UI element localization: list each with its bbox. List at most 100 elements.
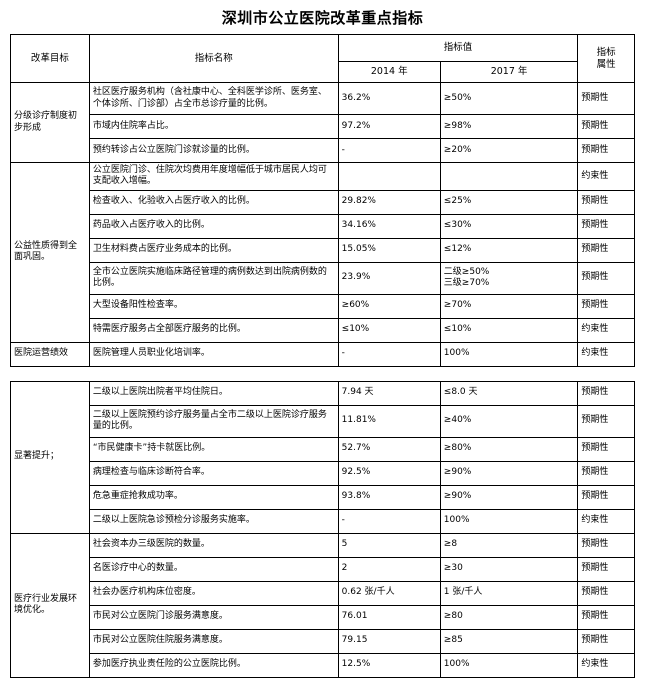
row-indicator-name: 二级以上医院急诊预检分诊服务实施率。: [88, 508, 339, 534]
row-indicator-name: 特需医疗服务占全部医疗服务的比例。: [88, 317, 339, 343]
indicator-table-part-1: 改革目标 指标名称 指标值 指标 属性 2014 年 2017 年 分级诊疗制度…: [10, 34, 635, 367]
table-row: 市域内住院率占比。 97.2% ≥98% 预期性: [11, 114, 635, 139]
row-attribute: 预期性: [577, 580, 635, 606]
table-subheader-row: 2014 年 2017 年: [11, 61, 635, 83]
table-row: 分级诊疗制度初步形成 社区医疗服务机构（含社康中心、全科医学诊所、医务室、个体诊…: [10, 82, 635, 163]
row-indicator-name: 社区医疗服务机构（含社康中心、全科医学诊所、医务室、个体诊所、门诊部）占全市总诊…: [88, 82, 339, 115]
row-attribute: 预期性: [577, 237, 635, 263]
table-row: 病理检查与临床诊断符合率。 92.5% ≥90% 预期性: [11, 460, 635, 486]
table-row: 检查收入、化验收入占医疗收入的比例。 29.82% ≤25% 预期性: [11, 189, 635, 215]
row-value-2014: 15.05%: [337, 237, 441, 263]
row-value-2017: 100%: [439, 341, 579, 367]
row-value-2017: ≤8.0 天: [439, 380, 579, 406]
row-value-2017: 二级≥50% 三级≥70%: [439, 261, 579, 295]
row-indicator-name: 大型设备阳性检查率。: [88, 293, 339, 319]
row-value-2014: ≥60%: [337, 293, 441, 319]
row-value-2014: -: [337, 341, 441, 367]
row-value-2017: ≥8: [439, 532, 579, 558]
table-row: 名医诊疗中心的数量。 2 ≥30 预期性: [11, 556, 635, 582]
header-year-2014: 2014 年: [337, 61, 441, 83]
row-value-2017: ≥90%: [439, 460, 579, 486]
row-value-2014: 7.94 天: [337, 380, 441, 406]
row-value-2014: -: [337, 138, 441, 163]
row-value-2017: 100%: [439, 652, 579, 678]
table-header-row: 改革目标 指标名称 指标值 指标 属性: [10, 34, 635, 83]
row-indicator-name: 社会资本办三级医院的数量。: [88, 532, 339, 558]
table-row: 医院运营绩效 医院管理人员职业化培训率。 - 100% 约束性: [10, 341, 635, 367]
row-attribute: 预期性: [577, 293, 635, 319]
row-attribute: 预期性: [577, 213, 635, 239]
row-value-2014: 34.16%: [337, 213, 441, 239]
row-value-2014: 5: [337, 532, 441, 558]
row-attribute: 预期性: [577, 604, 635, 630]
table-row: 二级以上医院预约诊疗服务量占全市二级以上医院诊疗服务量的比例。 11.81% ≥…: [11, 404, 635, 438]
row-value-2014: 12.5%: [337, 652, 441, 678]
row-value-2014: [337, 162, 441, 191]
row-attribute: 预期性: [577, 261, 635, 295]
row-value-2014: 79.15: [337, 628, 441, 654]
table-row: 显著提升； 二级以上医院出院者平均住院日。 7.94 天 ≤8.0 天 预期性: [10, 380, 635, 534]
page-title: 深圳市公立医院改革重点指标: [221, 9, 424, 27]
table-row: 大型设备阳性检查率。 ≥60% ≥70% 预期性: [11, 293, 635, 319]
row-attribute: 约束性: [577, 341, 635, 367]
table-row: 二级以上医院急诊预检分诊服务实施率。 - 100% 约束性: [11, 508, 635, 534]
row-indicator-name: 市民对公立医院住院服务满意度。: [88, 628, 339, 654]
row-value-2014: 2: [337, 556, 441, 582]
row-value-2014: 11.81%: [337, 404, 441, 438]
row-value-2017: ≥98%: [439, 114, 579, 139]
row-indicator-name: 二级以上医院预约诊疗服务量占全市二级以上医院诊疗服务量的比例。: [88, 404, 339, 438]
row-value-2014: 23.9%: [337, 261, 441, 295]
header-attribute-line2: 属性: [596, 58, 616, 70]
row-value-2014: -: [337, 508, 441, 534]
row-value-2017: ≥40%: [439, 404, 579, 438]
row-value-2017: ≥30: [439, 556, 579, 582]
table-row: 预约转诊占公立医院门诊就诊量的比例。 - ≥20% 预期性: [11, 138, 635, 163]
row-indicator-name: 名医诊疗中心的数量。: [88, 556, 339, 582]
row-value-2017: ≥20%: [439, 138, 579, 163]
row-value-2017: 1 张/千人: [439, 580, 579, 606]
header-attribute: 指标 属性: [577, 34, 635, 83]
row-goal: 显著提升；: [10, 380, 90, 534]
row-attribute: 预期性: [577, 460, 635, 486]
table-row: 参加医疗执业责任险的公立医院比例。 12.5% 100% 约束性: [11, 652, 635, 678]
row-indicator-name: 二级以上医院出院者平均住院日。: [88, 380, 339, 406]
row-value-2014: 92.5%: [337, 460, 441, 486]
row-value-2017: ≥70%: [439, 293, 579, 319]
row-value-2017-line1: 二级≥50%: [443, 266, 490, 277]
row-value-2014: 0.62 张/千人: [337, 580, 441, 606]
row-indicator-name: 医院管理人员职业化培训率。: [88, 341, 339, 367]
row-attribute: 预期性: [577, 114, 635, 139]
page-break-gap: [0, 367, 645, 381]
row-value-2017: ≤10%: [439, 317, 579, 343]
row-value-2014: 97.2%: [337, 114, 441, 139]
header-name: 指标名称: [88, 34, 339, 83]
row-indicator-name: 病理检查与临床诊断符合率。: [88, 460, 339, 486]
table-row: “市民健康卡”持卡就医比例。 52.7% ≥80% 预期性: [11, 436, 635, 462]
header-value: 指标值: [337, 34, 579, 62]
row-goal: 分级诊疗制度初步形成: [10, 82, 90, 163]
row-value-2017: ≤12%: [439, 237, 579, 263]
row-indicator-name: 参加医疗执业责任险的公立医院比例。: [88, 652, 339, 678]
row-indicator-name: “市民健康卡”持卡就医比例。: [88, 436, 339, 462]
row-attribute: 预期性: [577, 189, 635, 215]
row-attribute: 约束性: [577, 652, 635, 678]
row-value-2017: ≥90%: [439, 484, 579, 510]
row-value-2014: 93.8%: [337, 484, 441, 510]
document-page: 深圳市公立医院改革重点指标 改革目标 指标名称 指标值 指标 属性 2014 年…: [0, 9, 645, 678]
row-value-2017: ≥85: [439, 628, 579, 654]
table-row: 社会办医疗机构床位密度。 0.62 张/千人 1 张/千人 预期性: [11, 580, 635, 606]
row-indicator-name: 预约转诊占公立医院门诊就诊量的比例。: [88, 138, 339, 163]
table-row: 药品收入占医疗收入的比例。 34.16% ≤30% 预期性: [11, 213, 635, 239]
header-year-2017: 2017 年: [439, 61, 579, 83]
table-row: 市民对公立医院门诊服务满意度。 76.01 ≥80 预期性: [11, 604, 635, 630]
row-value-2014: ≤10%: [337, 317, 441, 343]
row-indicator-name: 药品收入占医疗收入的比例。: [88, 213, 339, 239]
table-row: 特需医疗服务占全部医疗服务的比例。 ≤10% ≤10% 约束性: [11, 317, 635, 343]
row-attribute: 预期性: [577, 436, 635, 462]
row-value-2017: 100%: [439, 508, 579, 534]
row-goal: 医疗行业发展环境优化。: [10, 532, 90, 678]
table-row: 市民对公立医院住院服务满意度。 79.15 ≥85 预期性: [11, 628, 635, 654]
row-attribute: 约束性: [577, 317, 635, 343]
table-row: 全市公立医院实施临床路径管理的病例数达到出院病例数的比例。 23.9% 二级≥5…: [11, 261, 635, 295]
row-value-2017: ≥50%: [439, 82, 579, 115]
